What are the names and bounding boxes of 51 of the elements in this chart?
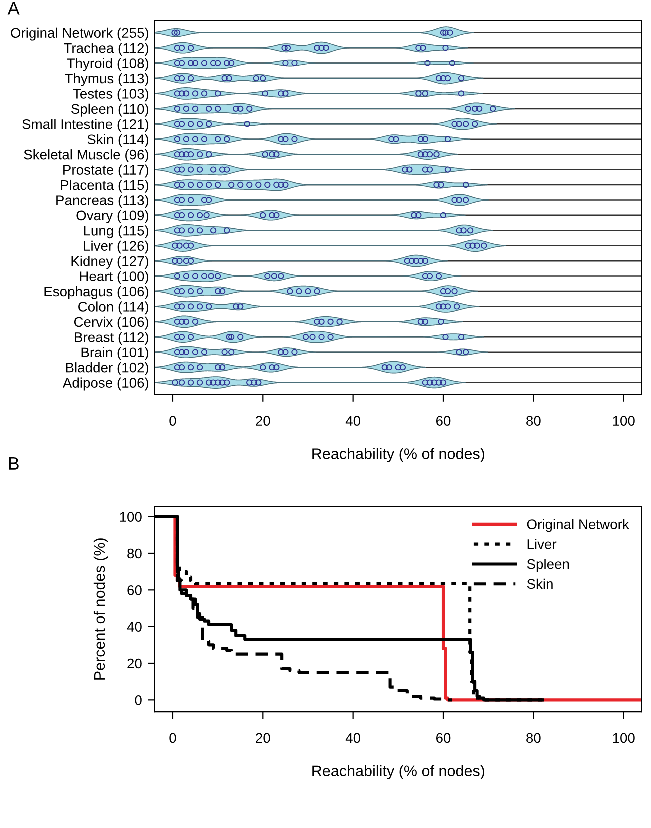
y-tick-label: Small Intestine (121) <box>22 119 149 132</box>
y-tick-label: Kidney (127) <box>72 256 149 269</box>
x-tick-label: 40 <box>346 733 361 744</box>
text: B <box>9 457 19 470</box>
y-tick-label: Original Network (255) <box>11 28 149 41</box>
y-tick-label: Adipose (106) <box>62 378 149 391</box>
y-tick-label: Esophagus (106) <box>44 286 149 300</box>
y-axis-title: Percent of nodes (%) <box>94 538 108 680</box>
y-tick-label: Skeletal Muscle (96) <box>24 150 149 162</box>
y-tick-label: 100 <box>120 512 142 522</box>
x-tick-label: 100 <box>613 733 635 744</box>
y-tick-label: Testes (103) <box>73 88 149 102</box>
y-tick-label: Cervix (106) <box>74 316 149 330</box>
y-tick-label: 40 <box>127 622 142 632</box>
y-tick-label: Skin (114) <box>88 134 149 148</box>
y-tick-label: 60 <box>128 585 142 596</box>
y-tick-label: Thymus (113) <box>65 73 149 86</box>
x-tick-label: 60 <box>436 416 451 426</box>
legend-label: Spleen <box>527 559 570 572</box>
x-axis-title: Reachability (% of nodes) <box>312 448 485 462</box>
y-tick-label: Brain (101) <box>82 347 149 360</box>
y-tick-label: Pancreas (113) <box>56 195 149 208</box>
y-tick-label: Lung (115) <box>84 226 149 239</box>
legend-label: Original Network <box>527 519 630 532</box>
x-axis-title: Reachability (% of nodes) <box>312 765 485 780</box>
y-tick-label: Trachea (112) <box>64 43 149 56</box>
y-tick-label: Heart (100) <box>80 271 149 284</box>
y-tick-label: 0 <box>135 695 142 706</box>
y-tick-label: Thyroid (108) <box>67 58 149 72</box>
x-tick-label: 40 <box>346 416 361 426</box>
y-tick-label: Placenta (115) <box>61 180 149 193</box>
x-tick-label: 100 <box>613 416 635 426</box>
x-tick-label: 0 <box>170 733 176 744</box>
legend-label: Skin <box>527 578 553 590</box>
y-tick-label: Bladder (102) <box>66 362 149 376</box>
y-tick-label: Liver (126) <box>84 240 149 254</box>
x-tick-label: 20 <box>256 733 270 744</box>
x-tick-label: 60 <box>436 733 451 744</box>
y-tick-label: Ovary (109) <box>76 210 149 224</box>
x-tick-label: 80 <box>526 733 541 744</box>
y-tick-label: Colon (114) <box>78 302 149 315</box>
x-tick-label: 0 <box>170 416 176 426</box>
text: A <box>8 2 20 15</box>
y-tick-label: 80 <box>128 548 142 559</box>
y-tick-label: 20 <box>128 658 142 669</box>
y-tick-label: Spleen (110) <box>72 104 149 117</box>
y-tick-label: Prostate (117) <box>64 164 149 178</box>
x-tick-label: 80 <box>526 416 541 426</box>
legend-label: Liver <box>528 539 557 550</box>
x-tick-label: 20 <box>256 416 270 426</box>
y-tick-label: Breast (112) <box>75 332 149 346</box>
